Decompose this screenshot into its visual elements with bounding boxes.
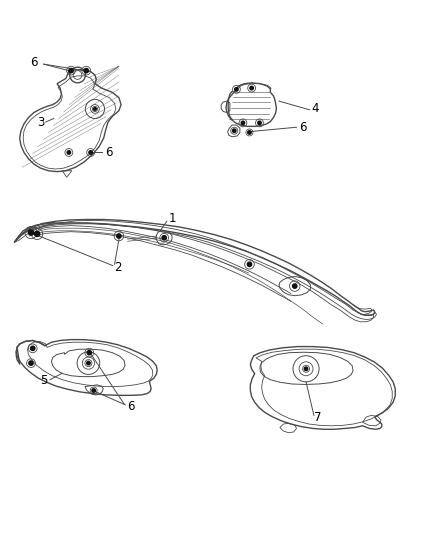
Circle shape <box>28 230 34 235</box>
Circle shape <box>258 121 261 125</box>
Text: 1: 1 <box>168 212 176 225</box>
Circle shape <box>233 129 236 133</box>
Circle shape <box>92 389 95 392</box>
Circle shape <box>250 86 253 90</box>
Circle shape <box>304 367 308 370</box>
Circle shape <box>247 262 252 266</box>
Text: 4: 4 <box>311 102 318 116</box>
Text: 6: 6 <box>106 146 113 159</box>
Circle shape <box>35 231 40 237</box>
Circle shape <box>293 284 297 288</box>
Circle shape <box>241 121 245 125</box>
Text: 3: 3 <box>37 116 44 130</box>
Circle shape <box>31 346 35 351</box>
Circle shape <box>89 151 92 154</box>
Circle shape <box>87 361 90 365</box>
Circle shape <box>117 234 121 238</box>
Text: 6: 6 <box>30 56 38 69</box>
Text: 5: 5 <box>40 374 48 387</box>
Text: 6: 6 <box>299 121 306 134</box>
Text: 7: 7 <box>314 411 322 424</box>
Circle shape <box>69 68 73 73</box>
Circle shape <box>94 108 96 110</box>
Circle shape <box>87 351 92 355</box>
Circle shape <box>84 68 88 73</box>
Text: 2: 2 <box>114 261 122 274</box>
Circle shape <box>235 87 238 91</box>
Circle shape <box>67 151 71 154</box>
Circle shape <box>162 236 166 240</box>
Circle shape <box>29 361 33 365</box>
Text: 6: 6 <box>127 400 135 413</box>
Circle shape <box>248 131 251 134</box>
